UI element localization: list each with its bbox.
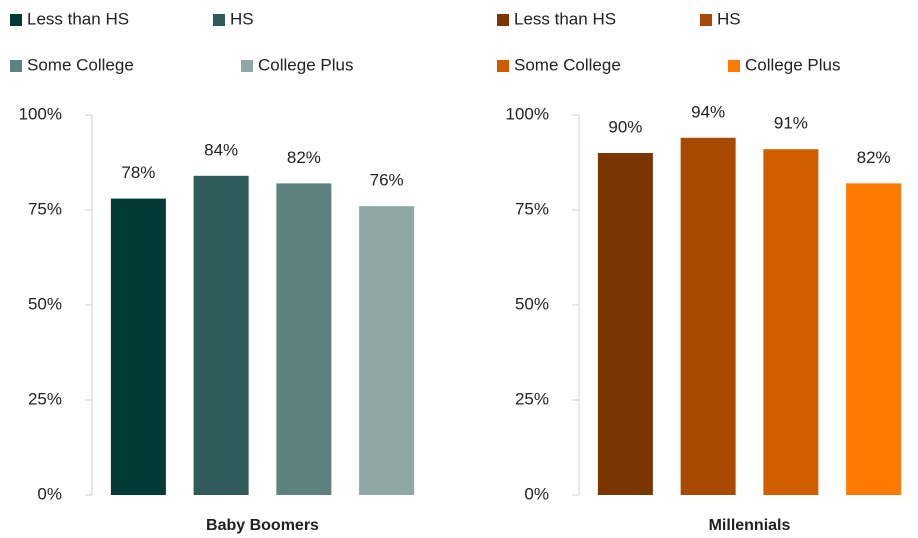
data-label: 76% bbox=[370, 171, 404, 190]
y-tick-label: 25% bbox=[28, 389, 62, 408]
legend-label: Some College bbox=[27, 55, 134, 74]
data-label: 82% bbox=[857, 148, 891, 167]
legend-label: HS bbox=[717, 9, 741, 28]
bar bbox=[680, 137, 736, 496]
legend-label: College Plus bbox=[258, 55, 353, 74]
legend-label: HS bbox=[230, 9, 254, 28]
bar bbox=[193, 175, 249, 496]
data-label: 82% bbox=[287, 148, 321, 167]
bar bbox=[359, 206, 415, 495]
y-tick-label: 50% bbox=[515, 294, 549, 313]
y-tick-label: 75% bbox=[515, 199, 549, 218]
y-tick-label: 100% bbox=[506, 104, 549, 123]
legend-swatch bbox=[728, 60, 740, 72]
legend-swatch bbox=[497, 14, 509, 26]
y-tick-label: 75% bbox=[28, 199, 62, 218]
legend-swatch bbox=[10, 60, 22, 72]
data-label: 78% bbox=[121, 163, 155, 182]
legend-swatch bbox=[700, 14, 712, 26]
bar bbox=[763, 149, 819, 495]
legend-label: Less than HS bbox=[514, 9, 616, 28]
x-axis-label: Baby Boomers bbox=[206, 517, 319, 534]
legend-swatch bbox=[497, 60, 509, 72]
y-tick-label: 0% bbox=[524, 484, 549, 503]
legend-swatch bbox=[241, 60, 253, 72]
legend-label: Less than HS bbox=[27, 9, 129, 28]
x-axis-label: Millennials bbox=[709, 517, 791, 534]
bar bbox=[597, 153, 653, 495]
data-label: 91% bbox=[774, 114, 808, 133]
y-tick-label: 0% bbox=[37, 484, 62, 503]
legend-label: Some College bbox=[514, 55, 621, 74]
data-label: 94% bbox=[691, 102, 725, 121]
data-label: 84% bbox=[204, 140, 238, 159]
bar bbox=[110, 198, 166, 495]
bar bbox=[846, 183, 902, 495]
data-label: 90% bbox=[608, 117, 642, 136]
y-tick-label: 100% bbox=[19, 104, 62, 123]
legend-swatch bbox=[10, 14, 22, 26]
legend-label: College Plus bbox=[745, 55, 840, 74]
legend-swatch bbox=[213, 14, 225, 26]
y-tick-label: 50% bbox=[28, 294, 62, 313]
bar bbox=[276, 183, 332, 495]
y-tick-label: 25% bbox=[515, 389, 549, 408]
